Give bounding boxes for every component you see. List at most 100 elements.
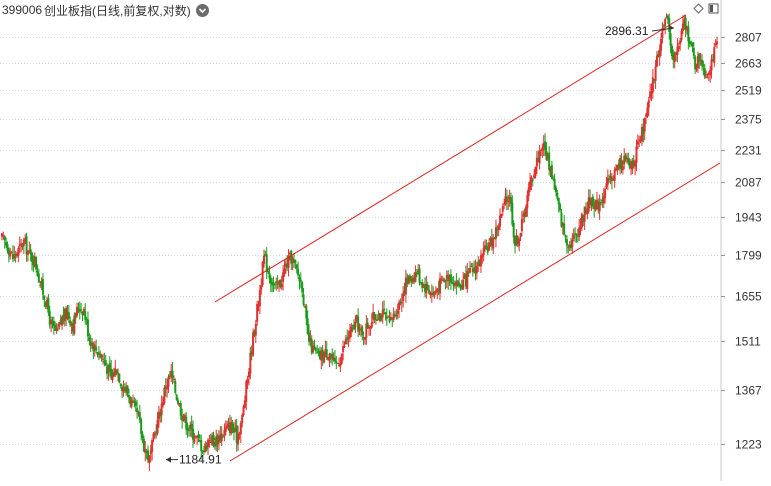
candle-body (574, 233, 577, 235)
candle-body (65, 308, 68, 319)
candle-body (539, 150, 542, 152)
candle-body (282, 272, 285, 282)
candle-body (114, 368, 117, 376)
candle-body (632, 160, 635, 166)
candle-body (691, 42, 694, 47)
candle-body (578, 227, 581, 237)
chevron-down-icon[interactable] (195, 3, 209, 17)
candle-body (76, 306, 79, 316)
candle-body (377, 318, 380, 320)
candle-body (286, 263, 289, 268)
candle-body (131, 400, 134, 402)
candle-body (579, 226, 582, 229)
candle-body (692, 47, 695, 56)
candle-body (293, 259, 296, 262)
candle-body (411, 277, 414, 283)
candle-body (101, 358, 104, 360)
candle-body (258, 290, 261, 307)
candle-body (523, 212, 526, 217)
candle-body (224, 427, 227, 432)
candle-body (628, 161, 631, 168)
candle-body (332, 357, 335, 361)
candle-body (423, 284, 426, 292)
candle-body (404, 277, 407, 295)
candle-body (679, 40, 682, 45)
candle-body (22, 239, 25, 246)
candle-body (582, 215, 585, 223)
candle-body (156, 419, 159, 434)
candle-body (587, 197, 590, 212)
candle-body (545, 150, 548, 160)
diamond-icon[interactable] (693, 3, 704, 14)
panel-toggle-icon[interactable] (708, 3, 719, 14)
candle-body (104, 360, 107, 366)
candle-body (262, 255, 265, 264)
candle-body (593, 204, 596, 209)
candle-body (640, 127, 643, 142)
candle-body (152, 433, 155, 438)
candle-body (363, 337, 366, 340)
candle-body (241, 415, 244, 424)
candle-body (335, 361, 338, 363)
candle-body (437, 288, 440, 292)
candle-body (202, 450, 205, 452)
candle-body (294, 259, 297, 263)
candle-body (583, 206, 586, 222)
candle-body (559, 204, 562, 211)
y-tick-label: 1223 (735, 438, 762, 452)
candle-body (141, 433, 144, 439)
candle-body (380, 314, 383, 320)
candle-body (47, 298, 50, 313)
candle-body (97, 352, 100, 356)
candle-body (182, 419, 185, 421)
candle-body (230, 421, 233, 434)
candle-body (683, 19, 686, 26)
candle-body (273, 283, 276, 286)
candle-body (580, 214, 583, 228)
candle-body (13, 254, 16, 259)
candle-body (242, 406, 245, 416)
candle-body (95, 346, 98, 351)
candle-body (445, 274, 448, 280)
candle-body (7, 249, 10, 255)
low-arrow-head (166, 456, 171, 463)
candle-body (171, 370, 174, 378)
candle-body (231, 423, 234, 431)
candle-body (74, 313, 77, 318)
candle-body (414, 271, 417, 282)
candle-body (684, 17, 687, 30)
candle-body (126, 385, 129, 394)
candle-body (680, 30, 683, 40)
candle-body (685, 28, 688, 31)
candle-body (651, 77, 654, 93)
candle-body (20, 243, 23, 245)
candle-body (193, 439, 196, 443)
candle-body (21, 244, 24, 247)
candle-body (318, 350, 321, 360)
candle-body (136, 408, 139, 413)
candle-body (610, 177, 613, 181)
candle-body (302, 294, 305, 305)
candle-body (533, 174, 536, 179)
candle-body (81, 311, 84, 316)
candle-body (575, 234, 578, 236)
candle-body (77, 308, 80, 310)
candle-body (407, 275, 410, 285)
candle-body (51, 320, 54, 323)
candle-body (436, 288, 439, 292)
candle-body (548, 152, 551, 170)
candle-body (213, 441, 216, 447)
candle-body (530, 177, 533, 183)
candle-body (477, 262, 480, 266)
candle-body (144, 449, 147, 454)
candle-body (546, 154, 549, 158)
candle-body (609, 175, 612, 179)
candle-body (368, 327, 371, 329)
candle-body (134, 401, 137, 406)
candle-body (226, 425, 229, 429)
candle-body (276, 283, 279, 285)
candle-body (316, 352, 319, 354)
candle-body (198, 439, 201, 442)
